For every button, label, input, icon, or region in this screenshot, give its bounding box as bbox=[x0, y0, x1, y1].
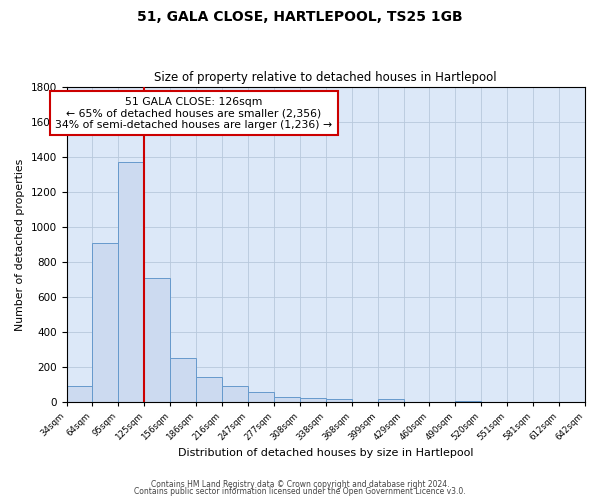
Bar bbox=[455, 401, 481, 402]
Bar bbox=[377, 400, 404, 402]
Text: 51, GALA CLOSE, HARTLEPOOL, TS25 1GB: 51, GALA CLOSE, HARTLEPOOL, TS25 1GB bbox=[137, 10, 463, 24]
Y-axis label: Number of detached properties: Number of detached properties bbox=[15, 158, 25, 330]
Bar bbox=[248, 392, 274, 402]
Bar bbox=[300, 398, 326, 402]
Bar bbox=[326, 400, 352, 402]
Bar bbox=[274, 396, 300, 402]
Bar bbox=[144, 278, 170, 402]
Text: 51 GALA CLOSE: 126sqm
← 65% of detached houses are smaller (2,356)
34% of semi-d: 51 GALA CLOSE: 126sqm ← 65% of detached … bbox=[55, 96, 332, 130]
Text: Contains public sector information licensed under the Open Government Licence v3: Contains public sector information licen… bbox=[134, 487, 466, 496]
Title: Size of property relative to detached houses in Hartlepool: Size of property relative to detached ho… bbox=[154, 72, 497, 85]
Bar bbox=[67, 386, 92, 402]
Bar bbox=[196, 376, 222, 402]
X-axis label: Distribution of detached houses by size in Hartlepool: Distribution of detached houses by size … bbox=[178, 448, 473, 458]
Bar bbox=[170, 358, 196, 402]
Bar bbox=[92, 242, 118, 402]
Text: Contains HM Land Registry data © Crown copyright and database right 2024.: Contains HM Land Registry data © Crown c… bbox=[151, 480, 449, 489]
Bar bbox=[118, 162, 144, 402]
Bar bbox=[222, 386, 248, 402]
